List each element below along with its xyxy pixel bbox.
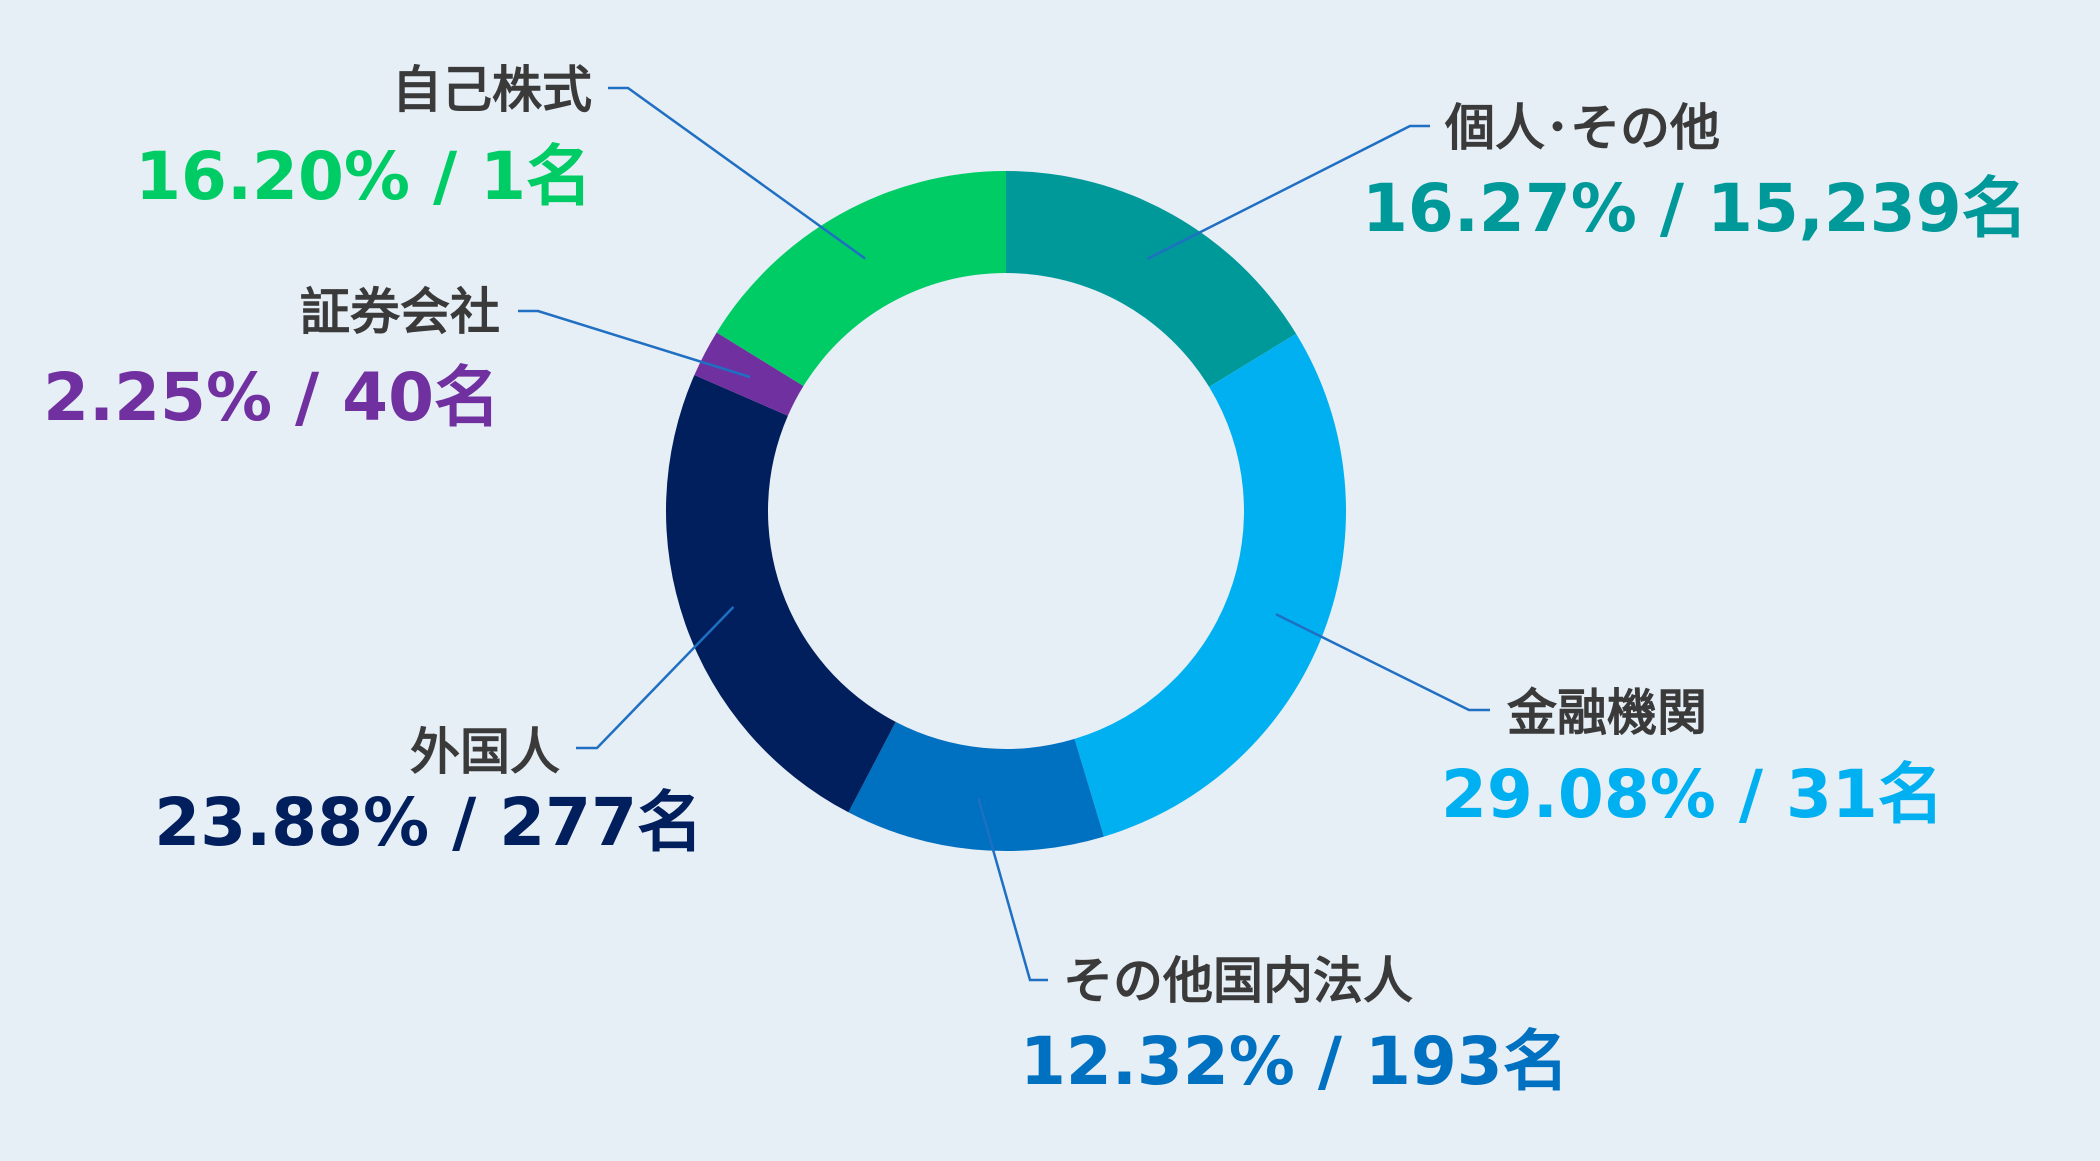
slice-label-kinyu: 金融機関 [1507, 684, 1707, 742]
leader-lines [518, 86, 1490, 982]
slice-jiko [716, 170, 1006, 387]
slice-value-kojin: 16.27% / 15,239名 [1362, 170, 2028, 247]
slice-label-gaikokujin: 外国人 [410, 723, 560, 781]
slice-label-shoken: 証券会社 [300, 283, 500, 341]
slice-kojin [1006, 171, 1297, 387]
slice-value-kinyu: 29.08% / 31名 [1441, 756, 1944, 833]
leader-line-kojin [1146, 124, 1430, 261]
leader-line-kinyu [1275, 613, 1490, 712]
slice-value-shoken: 2.25% / 40名 [43, 359, 500, 436]
slice-label-kojin: 個人･その他 [1444, 99, 1720, 157]
slice-shoken [694, 332, 804, 416]
leader-line-shoken [518, 309, 751, 379]
leader-line-gaikokujin [576, 606, 735, 750]
slice-gaikokujin [666, 374, 896, 813]
slice-labels: 個人･その他 16.27% / 15,239名 金融機関 29.08% / 31… [43, 61, 2028, 1100]
donut-slices [666, 170, 1347, 852]
slice-label-sonota-kokunai: その他国内法人 [1063, 952, 1413, 1010]
slice-value-jiko: 16.20% / 1名 [135, 138, 592, 215]
slice-kinyu [1074, 333, 1347, 837]
leader-line-sonota-kokunai [977, 798, 1048, 982]
leader-line-jiko [608, 86, 866, 260]
slice-value-sonota-kokunai: 12.32% / 193名 [1020, 1023, 1569, 1100]
slice-sonota-kokunai [848, 721, 1104, 852]
slice-value-gaikokujin: 23.88% / 277名 [154, 784, 703, 861]
slice-label-jiko: 自己株式 [392, 61, 592, 119]
